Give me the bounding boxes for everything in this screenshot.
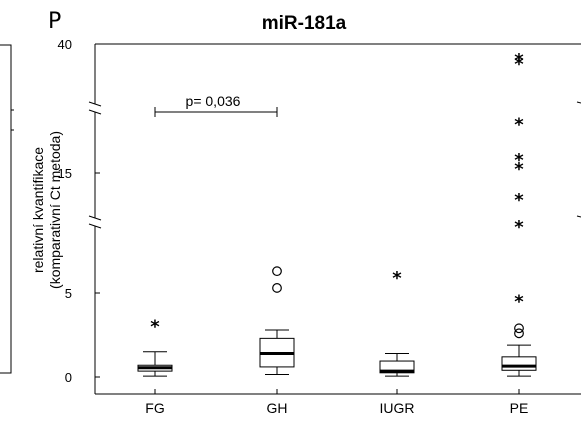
iqr-box [379, 360, 415, 374]
box-iugr [379, 352, 415, 377]
x-tick-label: GH [267, 400, 288, 416]
y-tick-label: 0 [65, 370, 72, 385]
x-tick-label: IUGR [380, 400, 415, 416]
panel-label: P [48, 9, 61, 34]
y-axis-ticks [95, 43, 100, 378]
box-gh [259, 329, 295, 375]
box-pe [501, 344, 537, 377]
outlier-star: * [514, 150, 524, 171]
significance-annotation: p= 0,036 [154, 93, 278, 117]
x-tick-label: FG [145, 400, 164, 416]
outlier-star: * [150, 317, 160, 338]
outlier-circle [514, 323, 524, 334]
outlier-circle [514, 328, 524, 339]
outlier-star: * [392, 268, 402, 289]
outlier-star: * [514, 217, 524, 238]
x-axis-ticks [154, 389, 520, 394]
outlier-star: * [514, 115, 524, 136]
outlier-star: * [514, 291, 524, 312]
x-tick-labels: FG GH IUGR PE [145, 400, 528, 416]
y-tick-label: 40 [58, 37, 72, 52]
outlier-star: * [514, 159, 524, 180]
y-axis-label-line1: relativní kvantifikace [30, 147, 46, 273]
outlier-star: * [514, 190, 524, 211]
outlier-star: * [514, 50, 524, 71]
box-fg [137, 351, 173, 377]
chart-title: miR-181a [262, 13, 347, 34]
p-value-label: p= 0,036 [186, 93, 241, 109]
outliers: ********** [150, 50, 524, 339]
y-tick-label: 15 [58, 166, 72, 181]
y-tick-label: 5 [65, 286, 72, 301]
outlier-circle [272, 283, 282, 293]
iqr-box [501, 356, 537, 371]
neighbor-panel-edge [0, 44, 14, 374]
significance-bracket [154, 107, 278, 117]
x-tick-label: PE [510, 400, 529, 416]
plot-frame [88, 43, 581, 395]
y-axis-label-line2: (komparativní Ct metoda) [47, 131, 63, 289]
y-axis-label: relativní kvantifikace (komparativní Ct … [30, 131, 63, 289]
y-tick-labels: 0 5 15 40 [58, 37, 72, 385]
outlier-circle [272, 266, 282, 277]
boxes [137, 329, 537, 377]
outlier-star: * [514, 54, 524, 75]
